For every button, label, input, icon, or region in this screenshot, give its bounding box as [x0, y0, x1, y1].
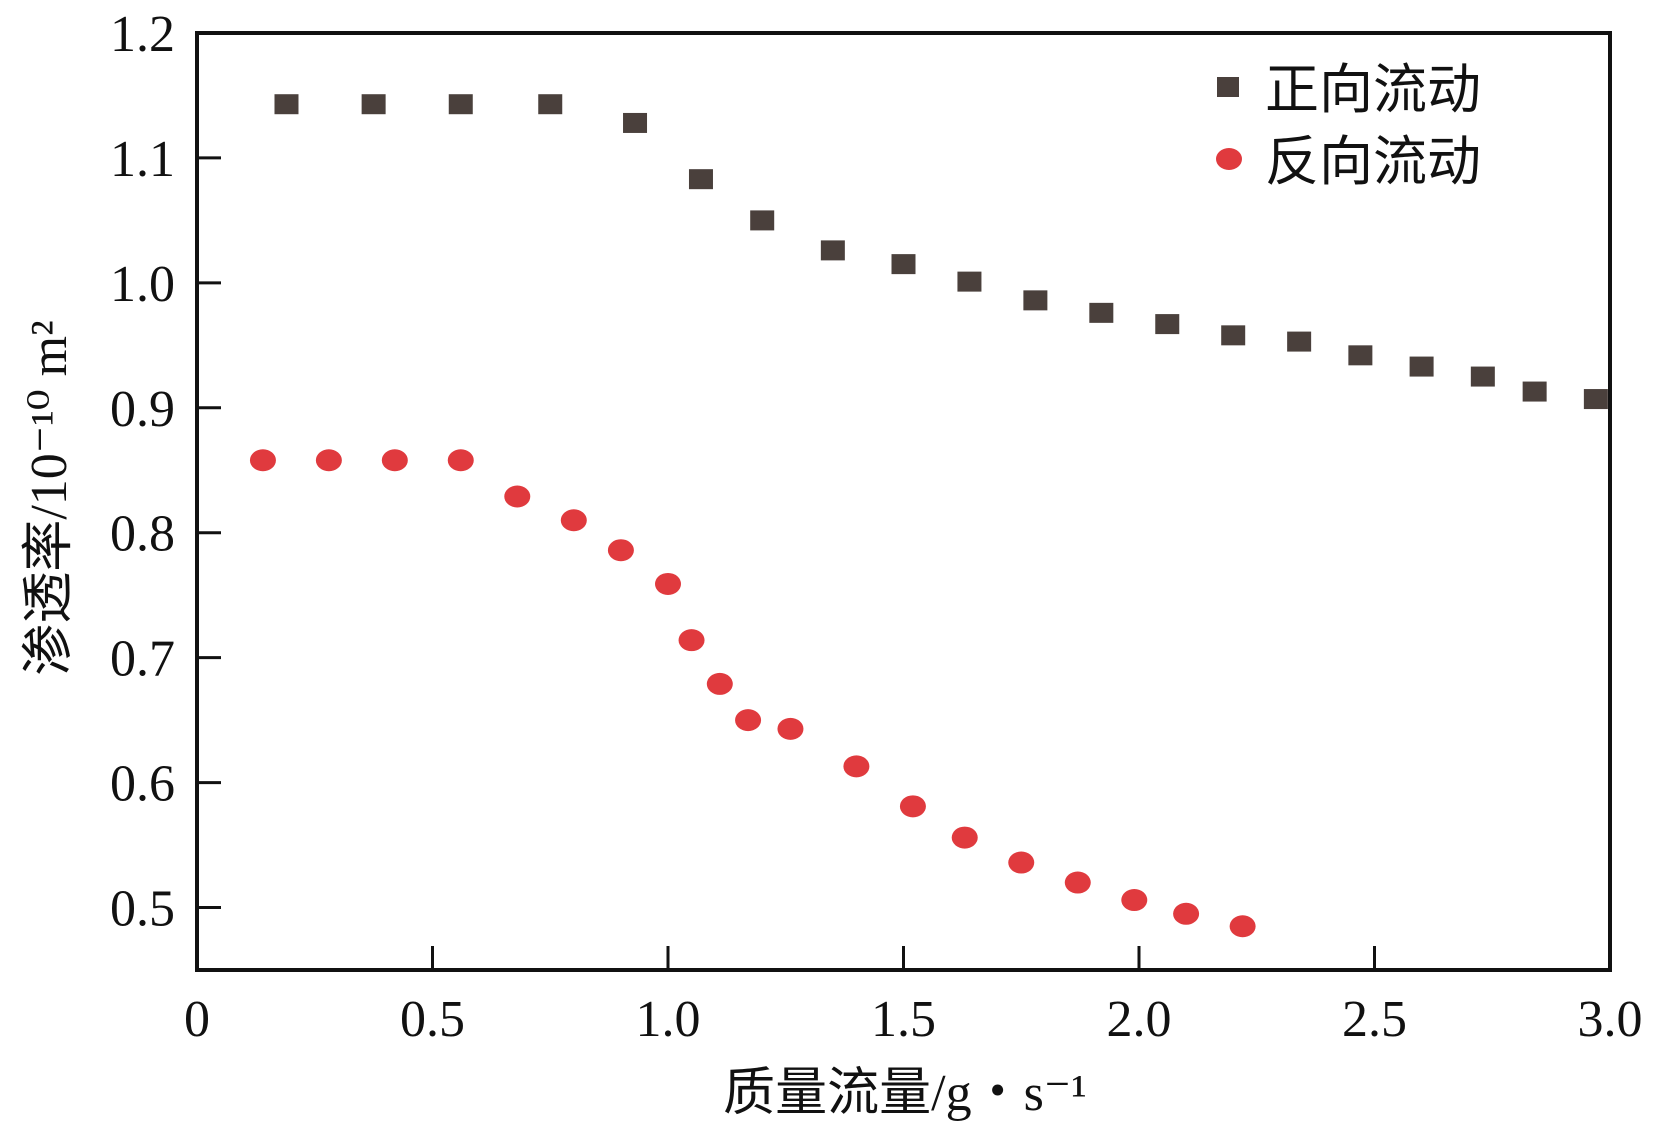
data-point-forward — [688, 169, 713, 190]
data-point-reverse — [1008, 851, 1035, 874]
data-point-reverse — [447, 449, 474, 472]
data-point-reverse — [706, 672, 733, 695]
data-point-reverse — [735, 709, 762, 732]
data-point-reverse — [843, 755, 870, 778]
data-point-forward — [1522, 381, 1547, 402]
legend-label-forward: 正向流动 — [1265, 60, 1481, 120]
x-tick-label: 3.0 — [1578, 991, 1643, 1048]
y-tick-label: 1.2 — [110, 6, 175, 63]
x-axis-label: 质量流量/g・s⁻¹ — [723, 1065, 1087, 1122]
y-tick-label: 1.0 — [110, 256, 175, 313]
y-tick-label: 0.8 — [110, 506, 175, 563]
data-point-reverse — [777, 717, 804, 740]
data-point-reverse — [678, 629, 705, 652]
data-point-reverse — [607, 539, 634, 562]
data-point-reverse — [1229, 915, 1256, 938]
data-point-forward — [1470, 366, 1495, 387]
y-tick-label: 0.7 — [110, 631, 175, 688]
y-tick-label: 0.6 — [110, 756, 175, 813]
data-point-reverse — [1173, 902, 1200, 925]
data-point-reverse — [899, 795, 926, 818]
legend-label-reverse: 反向流动 — [1265, 132, 1481, 192]
data-point-forward — [1287, 331, 1312, 352]
y-tick-label: 1.1 — [110, 131, 175, 188]
data-point-forward — [1409, 356, 1434, 377]
data-point-forward — [361, 94, 386, 115]
y-tick-label: 0.9 — [110, 381, 175, 438]
data-point-reverse — [1064, 871, 1091, 894]
legend: 正向流动 反向流动 — [1216, 60, 1481, 192]
data-point-forward — [1221, 325, 1246, 346]
data-point-reverse — [315, 449, 342, 472]
data-point-forward — [1023, 290, 1048, 311]
plot-frame — [195, 31, 1612, 972]
data-point-reverse — [249, 449, 276, 472]
data-point-forward — [957, 271, 982, 292]
data-point-reverse — [560, 509, 587, 532]
x-tick-label: 0.5 — [400, 991, 465, 1048]
y-axis-label: 渗透率/10⁻¹⁰ m² — [21, 320, 78, 675]
data-point-forward — [750, 210, 775, 231]
x-tick-label: 2.0 — [1107, 991, 1172, 1048]
data-point-forward — [820, 240, 845, 261]
data-point-forward — [1583, 389, 1608, 410]
x-tick-label: 0 — [184, 991, 210, 1048]
data-point-forward — [1089, 302, 1114, 323]
data-point-reverse — [655, 572, 681, 595]
x-tick-label: 1.0 — [636, 991, 701, 1048]
data-point-forward — [891, 254, 916, 275]
data-point-reverse — [504, 485, 531, 508]
data-point-forward — [1155, 314, 1180, 335]
data-point-forward — [623, 112, 648, 133]
data-point-reverse — [951, 826, 978, 849]
data-point-forward — [448, 94, 473, 115]
data-point-forward — [274, 94, 299, 115]
data-point-reverse — [381, 449, 408, 472]
y-tick-label: 0.5 — [110, 881, 175, 938]
data-point-forward — [538, 94, 563, 115]
legend-marker-forward — [1217, 77, 1239, 97]
data-point-reverse — [1121, 889, 1148, 912]
data-point-forward — [1348, 345, 1373, 366]
legend-marker-reverse — [1216, 148, 1242, 170]
x-tick-label: 2.5 — [1342, 991, 1407, 1048]
x-tick-label: 1.5 — [871, 991, 936, 1048]
